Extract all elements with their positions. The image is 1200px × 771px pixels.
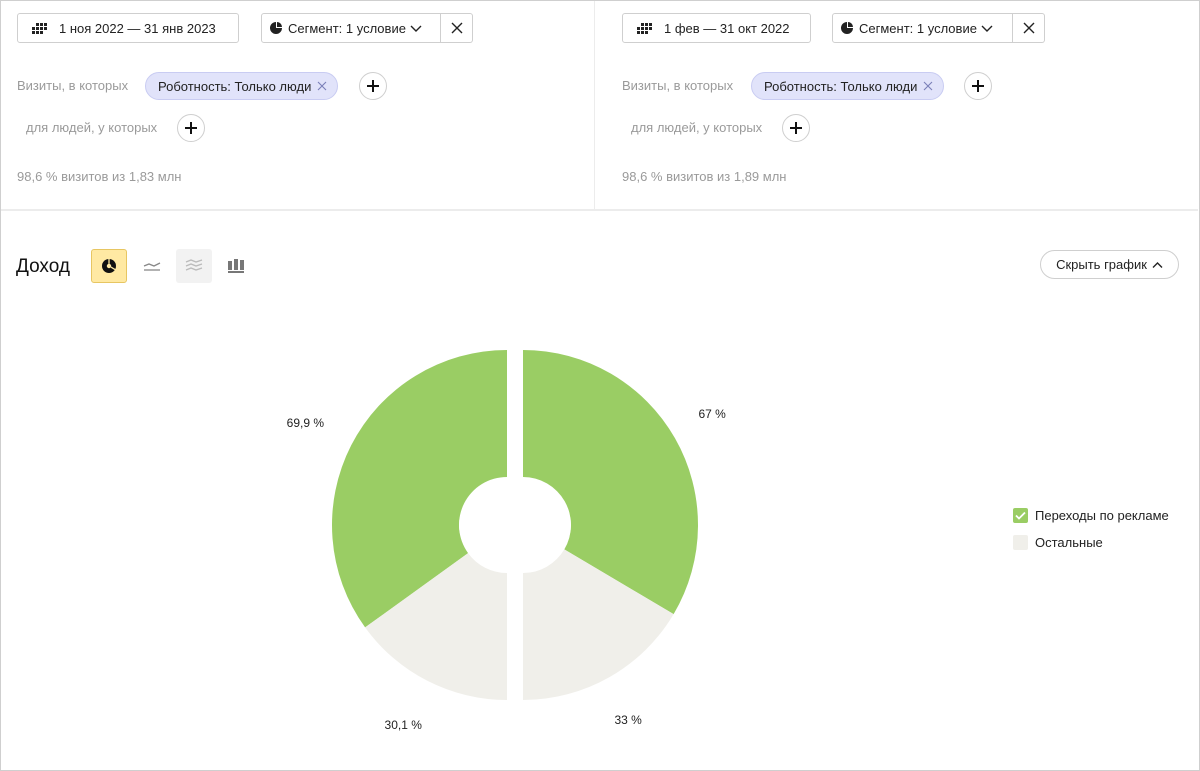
- chart-type-pie-button[interactable]: [91, 249, 127, 283]
- hide-chart-label: Скрыть график: [1056, 257, 1147, 272]
- chip-label: Роботность: Только люди: [764, 78, 918, 94]
- revenue-donut-chart: [331, 350, 698, 700]
- segment-label: Сегмент: 1 условие: [288, 20, 406, 36]
- pie-label-0-0: 69,9 %: [286, 415, 325, 430]
- remove-filter-icon[interactable]: [317, 81, 327, 91]
- add-visit-condition-button-left[interactable]: [359, 72, 387, 100]
- area-chart-icon: [185, 259, 203, 271]
- segment-left: 1 ноя 2022 — 31 янв 2023 Сегмент: 1 усло…: [1, 1, 595, 209]
- legend-swatch[interactable]: [1013, 535, 1028, 550]
- legend-label: Остальные: [1035, 535, 1103, 550]
- calendar-icon: [32, 23, 48, 34]
- check-icon[interactable]: [1013, 508, 1028, 523]
- segment-close-button-left[interactable]: [441, 13, 473, 43]
- people-condition-label: для людей, у которых: [26, 120, 158, 135]
- segment-share-text: 98,6 % визитов из 1,83 млн: [17, 169, 182, 184]
- chart-type-bar-button[interactable]: [218, 249, 254, 283]
- line-chart-icon: [143, 262, 161, 271]
- add-people-condition-button-left[interactable]: [177, 114, 205, 142]
- chip-label: Роботность: Только люди: [158, 78, 312, 94]
- pie-label-0-1: 30,1 %: [384, 718, 422, 733]
- pie-chart-icon: [102, 258, 116, 273]
- date-range-text: 1 ноя 2022 — 31 янв 2023: [59, 20, 216, 36]
- remove-filter-icon[interactable]: [923, 81, 933, 91]
- chevron-down-icon: [981, 25, 993, 32]
- date-range-button-right[interactable]: 1 фев — 31 окт 2022: [622, 13, 811, 43]
- chevron-up-icon: [1152, 261, 1163, 268]
- pie-slice-1-1[interactable]: [523, 549, 674, 700]
- legend-label: Переходы по рекламе: [1035, 508, 1169, 523]
- pie-slice-0-1[interactable]: [365, 553, 507, 700]
- bar-chart-icon: [228, 259, 244, 273]
- chevron-down-icon: [410, 25, 422, 32]
- calendar-icon: [637, 23, 653, 34]
- pie-segment-icon: [270, 22, 282, 34]
- chart-title: Доход: [16, 256, 70, 277]
- people-condition-label: для людей, у которых: [631, 120, 763, 135]
- segment-label: Сегмент: 1 условие: [859, 20, 977, 36]
- legend-item-other[interactable]: Остальные: [1013, 535, 1103, 550]
- pie-label-1-1: 33 %: [614, 713, 642, 728]
- close-icon: [1023, 22, 1034, 34]
- plus-icon: [972, 80, 984, 92]
- donut-hole: [459, 481, 571, 569]
- segment-share-text: 98,6 % визитов из 1,89 млн: [622, 169, 787, 184]
- visits-condition-label: Визиты, в которых: [17, 78, 129, 93]
- plus-icon: [790, 122, 802, 134]
- chart-type-line-button[interactable]: [134, 249, 170, 283]
- add-visit-condition-button-right[interactable]: [964, 72, 992, 100]
- date-range-text: 1 фев — 31 окт 2022: [664, 20, 790, 36]
- chart-type-area-button[interactable]: [176, 249, 212, 283]
- pie-segment-icon: [841, 22, 853, 34]
- hide-chart-button[interactable]: Скрыть график: [1040, 250, 1179, 279]
- robot-filter-chip-right[interactable]: Роботность: Только люди: [751, 72, 945, 100]
- segment-dropdown-right[interactable]: Сегмент: 1 условие: [832, 13, 1013, 43]
- segments-panel: 1 ноя 2022 — 31 янв 2023 Сегмент: 1 усло…: [1, 1, 1198, 211]
- pie-label-1-0: 67 %: [698, 406, 726, 421]
- date-range-button-left[interactable]: 1 ноя 2022 — 31 янв 2023: [17, 13, 239, 43]
- add-people-condition-button-right[interactable]: [782, 114, 810, 142]
- segment-dropdown-left[interactable]: Сегмент: 1 условие: [261, 13, 441, 43]
- segment-right: 1 фев — 31 окт 2022 Сегмент: 1 условие В…: [596, 1, 1198, 209]
- robot-filter-chip-left[interactable]: Роботность: Только люди: [145, 72, 339, 100]
- pie-slice-0-0[interactable]: [331, 350, 507, 628]
- plus-icon: [367, 80, 379, 92]
- plus-icon: [185, 122, 197, 134]
- pie-slice-1-0[interactable]: [523, 350, 698, 615]
- visits-condition-label: Визиты, в которых: [622, 78, 734, 93]
- legend-item-ads[interactable]: Переходы по рекламе: [1013, 508, 1169, 523]
- close-icon: [451, 22, 462, 34]
- segment-close-button-right[interactable]: [1013, 13, 1045, 43]
